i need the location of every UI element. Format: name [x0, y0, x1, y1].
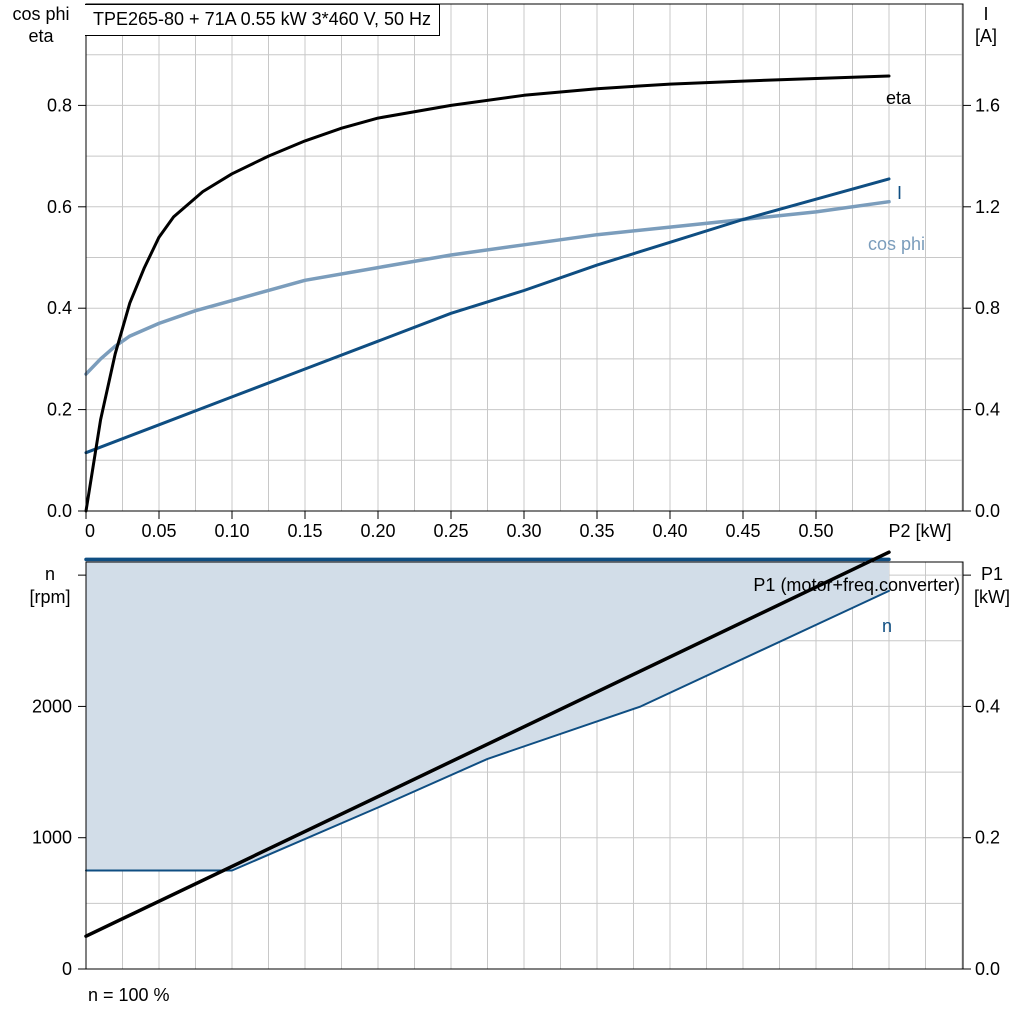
top-right-tick-label: 0.0	[975, 501, 1000, 521]
bottom-left-tick-label: 2000	[32, 696, 72, 716]
chart-frames: 0.0 0.2 0.4 0.6 0.8 0.0 0.4 0.8 1.2 1.6 0 0.05 0.10 0…	[32, 3, 1000, 979]
top-left-tick-label: 0.4	[47, 298, 72, 318]
top-left-tick-label: 0.2	[47, 400, 72, 420]
bottom-left-axis-label-1: n	[44, 564, 55, 584]
x-tick-label: 0.30	[506, 521, 541, 541]
bottom-left-tick-label: 1000	[32, 828, 72, 848]
current-curve	[84, 177, 891, 455]
top-chart-grid	[86, 3, 963, 511]
cosphi-curve-label: cos phi	[868, 234, 925, 254]
bottom-right-tick-label: 0.0	[975, 959, 1000, 979]
top-right-tick-label: 0.4	[975, 400, 1000, 420]
x-tick-label: 0.35	[579, 521, 614, 541]
bottom-right-axis-label-1: P1	[980, 564, 1004, 584]
chart-title: TPE265-80 + 71A 0.55 kW 3*460 V, 50 Hz	[85, 4, 441, 36]
top-left-axis-label-2: eta	[28, 26, 54, 46]
bottom-right-axis-label-2: [kW]	[974, 587, 1010, 607]
x-tick-label: 0.05	[141, 521, 176, 541]
top-left-tick-label: 0.0	[47, 501, 72, 521]
x-tick-label: 0.15	[287, 521, 322, 541]
bottom-plot-frame	[85, 561, 964, 970]
speed-curve	[85, 589, 890, 872]
bottom-left-tick-label: 0	[62, 959, 72, 979]
x-tick-label: 0.50	[798, 521, 833, 541]
bottom-chart-series: P1 (motor+freq.converter) n	[84, 550, 960, 938]
x-tick-label: 0.20	[360, 521, 395, 541]
x-axis-label: P2 [kW]	[888, 521, 951, 541]
eta-curve	[84, 74, 891, 513]
x-tick-label: 0	[85, 521, 95, 541]
p1-curve-label: P1 (motor+freq.converter)	[753, 575, 960, 595]
top-left-tick-label: 0.6	[47, 197, 72, 217]
speed-curve-label: n	[882, 616, 892, 636]
top-right-tick-label: 0.8	[975, 298, 1000, 318]
top-right-axis-label-2: [A]	[974, 26, 997, 46]
top-left-tick-label: 0.8	[47, 95, 72, 115]
bottom-right-tick-label: 0.2	[975, 828, 1000, 848]
cosphi-curve	[84, 199, 891, 376]
x-tick-label: 0.10	[214, 521, 249, 541]
x-tick-label: 0.25	[433, 521, 468, 541]
eta-curve-label: eta	[886, 88, 912, 108]
top-right-axis-label-1: I	[983, 4, 989, 24]
top-left-axis-label-1: cos phi	[12, 4, 70, 24]
x-tick-label: 0.45	[725, 521, 760, 541]
x-tick-label: 0.40	[652, 521, 687, 541]
bottom-right-tick-label: 0.4	[975, 696, 1000, 716]
speed-percent-label: n = 100 %	[88, 985, 170, 1005]
top-right-tick-label: 1.6	[975, 95, 1000, 115]
bottom-left-axis-label-2: [rpm]	[29, 587, 71, 607]
p1-curve	[84, 550, 891, 938]
speed-range-area	[86, 559, 889, 871]
current-curve-label: I	[897, 183, 902, 203]
top-right-tick-label: 1.2	[975, 197, 1000, 217]
